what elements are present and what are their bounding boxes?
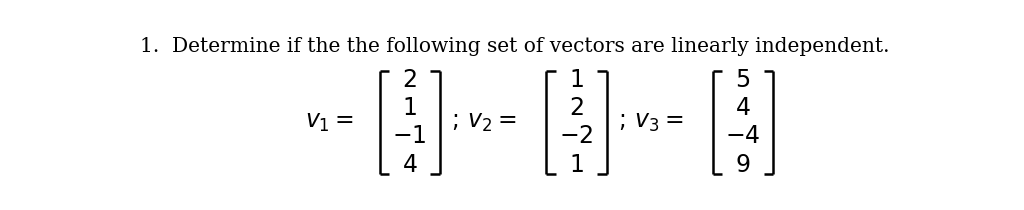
Text: $4$: $4$ <box>735 96 751 120</box>
Text: $1$: $1$ <box>569 153 584 177</box>
Text: $9$: $9$ <box>735 153 751 177</box>
Text: $2$: $2$ <box>569 96 584 120</box>
Text: $5$: $5$ <box>735 68 751 92</box>
Text: $; \, v_3 =$: $; \, v_3 =$ <box>618 110 684 134</box>
Text: $-1$: $-1$ <box>392 124 427 148</box>
Text: 1.  Determine if the the following set of vectors are linearly independent.: 1. Determine if the the following set of… <box>140 37 890 55</box>
Text: $2$: $2$ <box>402 68 417 92</box>
Text: $-4$: $-4$ <box>725 124 761 148</box>
Text: $4$: $4$ <box>401 153 418 177</box>
Text: $-2$: $-2$ <box>559 124 594 148</box>
Text: $; \, v_2 =$: $; \, v_2 =$ <box>452 110 517 134</box>
Text: $1$: $1$ <box>569 68 584 92</box>
Text: $v_1 =$: $v_1 =$ <box>305 110 354 134</box>
Text: $1$: $1$ <box>402 96 417 120</box>
